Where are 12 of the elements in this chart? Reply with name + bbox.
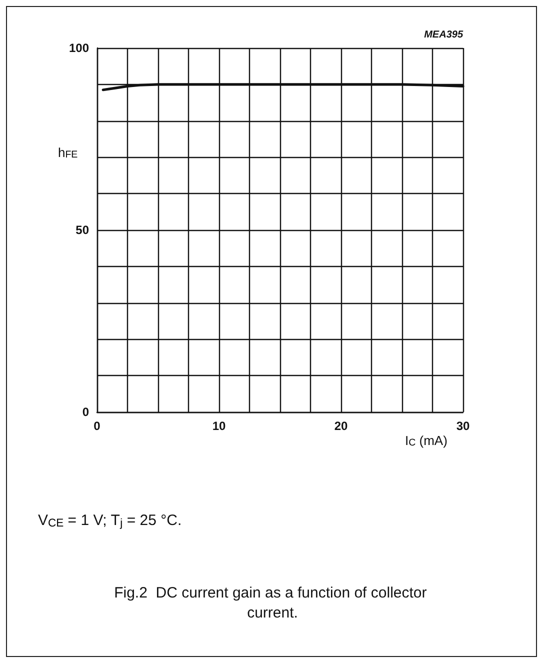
text: Fig.2 DC current gain as a function of collector current. bbox=[114, 584, 431, 622]
y-tick-label: 0 bbox=[82, 405, 90, 419]
x-axis-title: IC (mA) bbox=[405, 433, 448, 449]
y-tick-label: 100 bbox=[68, 41, 90, 55]
x-tick-label: 10 bbox=[212, 419, 226, 433]
text: VCE = 1 V; Tj = 25 °C. bbox=[38, 512, 182, 530]
text: MEA395 bbox=[424, 30, 464, 40]
x-tick-label: 20 bbox=[334, 419, 348, 433]
y-axis-title: hFE bbox=[58, 145, 78, 161]
x-tick-label: 0 bbox=[94, 419, 101, 433]
y-tick-label: 50 bbox=[76, 223, 90, 237]
x-tick-label: 30 bbox=[456, 419, 470, 433]
